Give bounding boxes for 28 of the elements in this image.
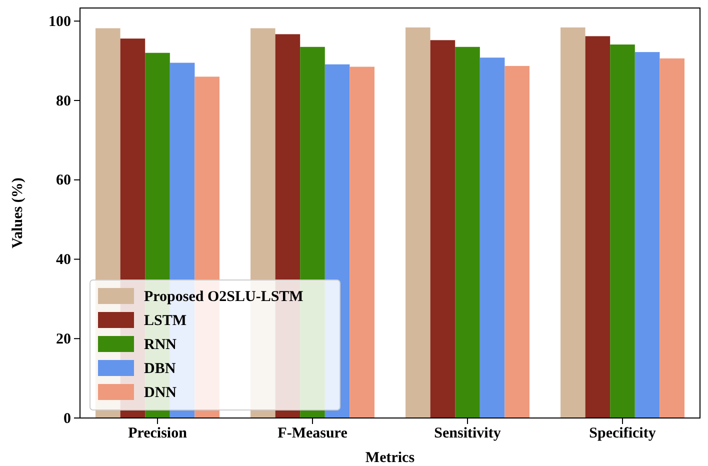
bar	[560, 27, 586, 418]
legend-label: RNN	[144, 337, 177, 353]
bar	[634, 52, 660, 418]
bar	[504, 66, 530, 418]
legend-label: DBN	[144, 361, 176, 377]
y-tick-label: 0	[64, 410, 71, 427]
legend-label: DNN	[144, 385, 177, 401]
legend-label: LSTM	[144, 313, 187, 329]
bar	[480, 58, 505, 418]
y-tick-label: 60	[56, 172, 71, 189]
bar	[406, 27, 430, 418]
bar	[610, 44, 635, 418]
y-tick-label: 80	[56, 93, 71, 110]
x-tick-label: Precision	[128, 426, 188, 442]
bar	[350, 66, 374, 418]
x-axis-title: Metrics	[365, 450, 415, 466]
legend-label: Proposed O2SLU-LSTM	[144, 289, 304, 305]
x-tick-label: Specificity	[589, 426, 656, 442]
y-tick-label: 20	[56, 331, 71, 348]
y-axis-title: Values (%)	[10, 178, 26, 248]
x-tick-label: Sensitivity	[434, 426, 502, 442]
y-tick-label: 100	[48, 14, 71, 30]
bar	[455, 46, 480, 418]
x-tick-label: F-Measure	[278, 426, 348, 442]
bar	[430, 40, 456, 418]
bar	[585, 36, 610, 418]
y-tick-label: 40	[56, 252, 71, 268]
bar	[660, 58, 684, 418]
